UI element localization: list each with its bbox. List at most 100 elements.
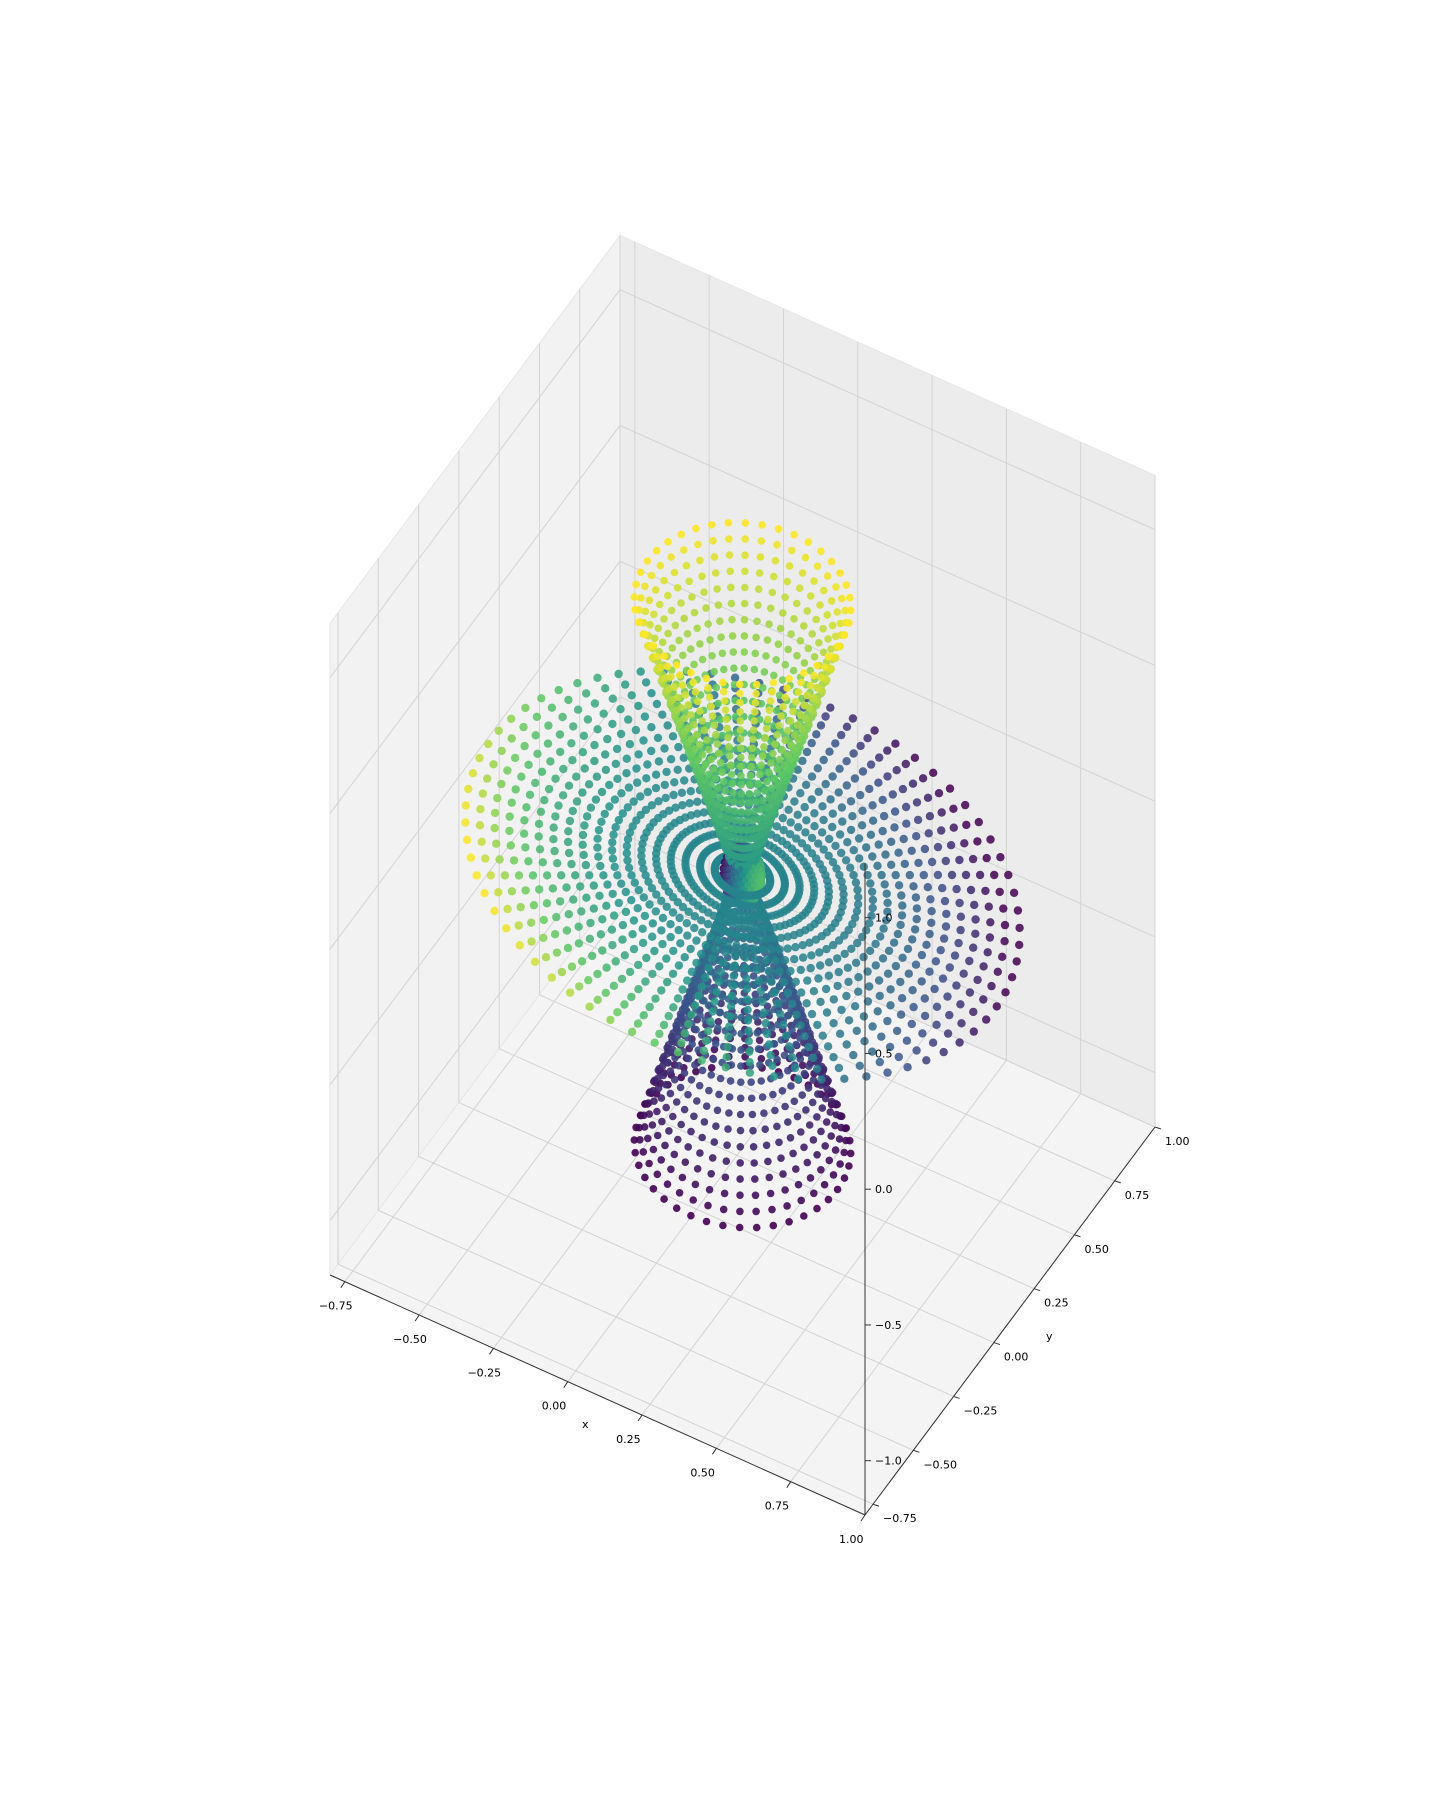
scatter-point	[505, 812, 514, 821]
scatter-point	[564, 827, 573, 836]
scatter-point	[806, 681, 815, 690]
scatter-point	[800, 701, 808, 710]
scatter-point	[714, 1018, 723, 1026]
scatter-point	[761, 956, 770, 965]
scatter-point	[579, 850, 588, 860]
scatter-point	[862, 926, 871, 935]
scatter-point	[461, 801, 470, 810]
scatter-point	[842, 991, 851, 1001]
scatter-point	[803, 976, 812, 985]
scatter-point	[737, 866, 744, 873]
scatter-point	[813, 1204, 821, 1213]
scatter-point	[726, 567, 734, 576]
scatter-point	[787, 630, 795, 638]
scatter-point	[565, 816, 575, 826]
scatter-point	[490, 906, 499, 916]
scatter-point	[505, 826, 514, 836]
scatter-point	[691, 745, 699, 753]
scatter-point	[857, 821, 867, 830]
scatter-point	[821, 984, 831, 994]
grid-line-y	[539, 994, 1075, 1236]
scatter-point	[602, 963, 611, 972]
scatter-point	[611, 957, 620, 966]
scatter-point	[731, 807, 739, 815]
scatter-point	[653, 733, 663, 743]
scatter-point	[765, 620, 773, 628]
scatter-point	[630, 593, 639, 601]
scatter-point	[713, 740, 722, 748]
scatter-point	[635, 1161, 643, 1170]
scatter-point	[725, 928, 734, 938]
scatter-point	[542, 899, 552, 908]
scatter-point	[620, 1000, 629, 1009]
scatter-point	[669, 1003, 678, 1012]
scatter-point	[813, 683, 821, 692]
scatter-point	[710, 721, 719, 730]
scatter-point	[544, 784, 554, 794]
scatter-point	[530, 957, 540, 966]
scatter-point	[679, 651, 687, 660]
scatter-point	[702, 736, 711, 744]
scatter-point	[578, 788, 587, 797]
scatter-point	[616, 729, 626, 739]
scatter-point	[668, 644, 677, 652]
scatter-point	[507, 798, 516, 807]
scatter-point	[979, 995, 988, 1004]
scatter-point	[736, 717, 744, 725]
scatter-point	[515, 941, 524, 950]
y-tick-mark	[993, 1342, 1001, 1346]
scatter-point	[597, 817, 606, 826]
scatter-point	[793, 765, 802, 774]
scatter-point	[649, 642, 658, 650]
scatter-point	[609, 981, 619, 990]
scatter-point	[527, 918, 536, 927]
scatter-point	[729, 648, 738, 656]
scatter-point	[855, 1061, 864, 1071]
scatter-point	[656, 561, 665, 570]
scatter-point	[969, 943, 978, 952]
scatter-point	[697, 916, 706, 925]
scatter-point	[789, 666, 798, 675]
scatter-point	[520, 741, 529, 751]
scatter-point	[891, 870, 900, 880]
scatter-point	[856, 741, 865, 751]
scatter-point	[912, 798, 922, 807]
scatter-point	[736, 735, 745, 743]
scatter-point	[838, 817, 847, 826]
scatter-point	[834, 788, 843, 797]
scatter-point	[789, 1149, 797, 1158]
scatter-point	[773, 765, 781, 773]
scatter-point	[914, 858, 923, 868]
scatter-point	[817, 1127, 825, 1136]
scatter-point	[673, 994, 683, 1003]
scatter-point	[650, 634, 659, 643]
scatter-point	[800, 802, 809, 812]
scatter-point	[600, 809, 609, 819]
scatter-point	[535, 885, 544, 894]
scatter-point	[992, 1002, 1001, 1011]
scatter-point	[797, 1196, 805, 1205]
scatter-point	[651, 994, 660, 1003]
scatter-point	[814, 839, 823, 848]
scatter-point	[699, 808, 709, 817]
scatter-point	[659, 1020, 669, 1030]
scatter-point	[752, 1207, 760, 1216]
scatter-point	[979, 962, 988, 971]
scatter-point	[749, 816, 757, 825]
scatter-point	[632, 764, 641, 773]
scatter-point	[803, 691, 812, 700]
scatter-point	[567, 739, 576, 748]
scatter-point	[809, 987, 819, 996]
scatter-point	[614, 669, 623, 679]
scatter-point	[765, 768, 773, 777]
scatter-point	[747, 753, 756, 762]
scatter-point	[736, 708, 744, 716]
scatter-point	[959, 969, 968, 978]
scatter-point	[625, 740, 635, 749]
scatter-point	[652, 547, 661, 555]
scatter-point	[841, 856, 851, 865]
scatter-point	[790, 955, 799, 964]
x-tick-mark	[860, 1514, 866, 1522]
scatter-point	[704, 786, 713, 795]
scatter-point	[601, 750, 610, 759]
